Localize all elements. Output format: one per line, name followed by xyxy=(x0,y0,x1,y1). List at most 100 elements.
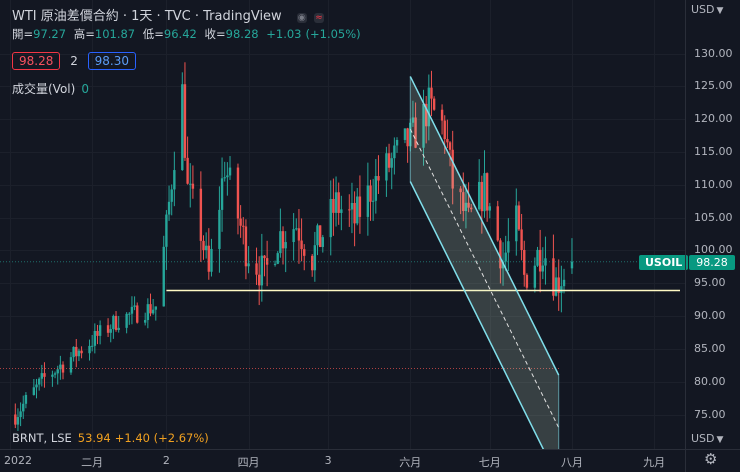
candle-body xyxy=(125,313,128,328)
compare-legend[interactable]: BRNT, LSE 53.94 +1.40 (+2.67%) xyxy=(12,431,209,445)
price-axis[interactable]: USD ▼ 130.00 125.00 120.00 115.00 110.00 105.0… xyxy=(685,0,740,449)
currency-selector-top[interactable]: USD ▼ xyxy=(691,3,723,16)
candle-body xyxy=(149,304,152,314)
candle-body xyxy=(318,225,322,247)
candle-body xyxy=(90,345,94,347)
volume-label[interactable]: 成交量(Vol) xyxy=(12,82,76,96)
candle-body xyxy=(244,226,248,267)
candle-body xyxy=(24,394,28,404)
compare-change: +1.40 (+2.67%) xyxy=(114,431,209,445)
price-tick-label: 130.00 xyxy=(694,46,733,60)
candle-body xyxy=(515,205,518,242)
time-tick-label: 2022 xyxy=(4,454,32,467)
time-tick-label: 四月 xyxy=(237,456,260,469)
candle-body xyxy=(358,196,362,217)
sell-button[interactable]: 98.28 xyxy=(12,52,61,70)
candle-body xyxy=(117,327,120,330)
candle-body xyxy=(297,228,301,241)
candle-body xyxy=(499,240,502,269)
candle-body xyxy=(448,142,452,150)
candle-body xyxy=(470,207,473,210)
candle-body xyxy=(477,181,481,210)
candle-body xyxy=(348,209,351,211)
candle-body xyxy=(440,109,444,121)
candle-body xyxy=(173,170,176,190)
candle-body xyxy=(424,103,428,127)
candle-body xyxy=(560,286,563,293)
trade-buttons: 98.28 2 98.30 xyxy=(12,52,137,70)
candle-body xyxy=(517,205,521,230)
ohlc-low-label: 低= xyxy=(142,27,164,41)
eye-off-icon[interactable]: ◉ xyxy=(296,13,307,23)
candle-body xyxy=(106,325,110,333)
candle-body xyxy=(202,240,205,251)
candle-body xyxy=(191,183,195,189)
candle-body xyxy=(199,188,203,241)
candle-body xyxy=(464,202,468,211)
candle-body xyxy=(77,350,81,357)
compare-symbol[interactable]: BRNT, LSE xyxy=(12,431,72,445)
volume-legend[interactable]: 成交量(Vol) 0 xyxy=(12,80,89,97)
buy-button[interactable]: 98.30 xyxy=(87,52,137,70)
candle-body xyxy=(350,202,354,210)
candle-body xyxy=(279,231,282,254)
candle-body xyxy=(340,209,343,213)
candle-body xyxy=(98,325,102,336)
ohlc-close-value: 98.28 xyxy=(225,27,259,41)
candle-body xyxy=(371,200,375,202)
time-tick-label: 八月 xyxy=(560,456,583,469)
price-tick-label: 85.00 xyxy=(694,341,726,355)
candle-body xyxy=(88,345,91,354)
candle-body xyxy=(239,218,242,226)
candle-body xyxy=(390,158,393,168)
candle-body xyxy=(223,177,226,179)
approximately-icon[interactable]: ≈ xyxy=(313,13,324,23)
ohlc-close-label: 收= xyxy=(204,27,226,41)
candle-body xyxy=(284,242,287,249)
candle-body xyxy=(544,258,547,266)
symbol-title[interactable]: WTI 原油差價合約 · 1天 · TVC · TradingView xyxy=(12,9,282,24)
candle-body xyxy=(112,315,115,330)
candle-body xyxy=(35,384,38,388)
candle-body xyxy=(414,117,417,148)
candle-body xyxy=(459,188,462,193)
candle-body xyxy=(51,374,54,377)
candle-body xyxy=(133,305,136,307)
candle-body xyxy=(146,304,150,321)
chart-pane[interactable]: WTI 原油差價合約 · 1天 · TVC · TradingView ◉ ≈ … xyxy=(0,0,689,472)
candle-body xyxy=(247,263,250,267)
candle-body xyxy=(374,176,378,201)
symbol-legend[interactable]: WTI 原油差價合約 · 1天 · TVC · TradingView ◉ ≈ xyxy=(12,5,324,24)
candle-body xyxy=(189,183,192,185)
compare-price: 53.94 xyxy=(77,431,111,445)
candle-body xyxy=(538,249,542,272)
candle-body xyxy=(353,202,356,224)
candle-body xyxy=(109,329,112,333)
gear-icon[interactable]: ⚙ xyxy=(704,450,718,468)
candle-body xyxy=(220,178,224,210)
time-tick-label: 3 xyxy=(324,454,332,467)
candle-body xyxy=(411,117,415,123)
candle-body xyxy=(143,320,147,323)
chart-canvas[interactable] xyxy=(0,0,685,472)
candle-body xyxy=(480,181,484,212)
candle-body xyxy=(40,373,44,379)
candle-body xyxy=(53,373,57,375)
time-axis[interactable]: 2022 二月 2 四月 3 六月 七月 八月 九月 xyxy=(0,449,685,472)
candle-body xyxy=(483,173,486,212)
ohlc-open-label: 開= xyxy=(12,27,34,41)
drawings-layer xyxy=(0,76,685,472)
candle-body xyxy=(570,261,574,269)
time-tick-label: 九月 xyxy=(643,456,666,469)
candle-body xyxy=(366,185,370,217)
candle-body xyxy=(395,139,399,146)
candle-body xyxy=(22,403,25,412)
candle-body xyxy=(422,103,425,148)
chart-settings-corner[interactable]: ⚙ xyxy=(685,449,740,472)
currency-selector-bottom[interactable]: USD ▼ xyxy=(691,432,723,445)
candle-body xyxy=(273,263,277,265)
candle-body xyxy=(167,201,171,215)
time-tick-label: 六月 xyxy=(399,456,422,469)
candle-body xyxy=(162,246,165,307)
candle-body xyxy=(242,225,245,227)
